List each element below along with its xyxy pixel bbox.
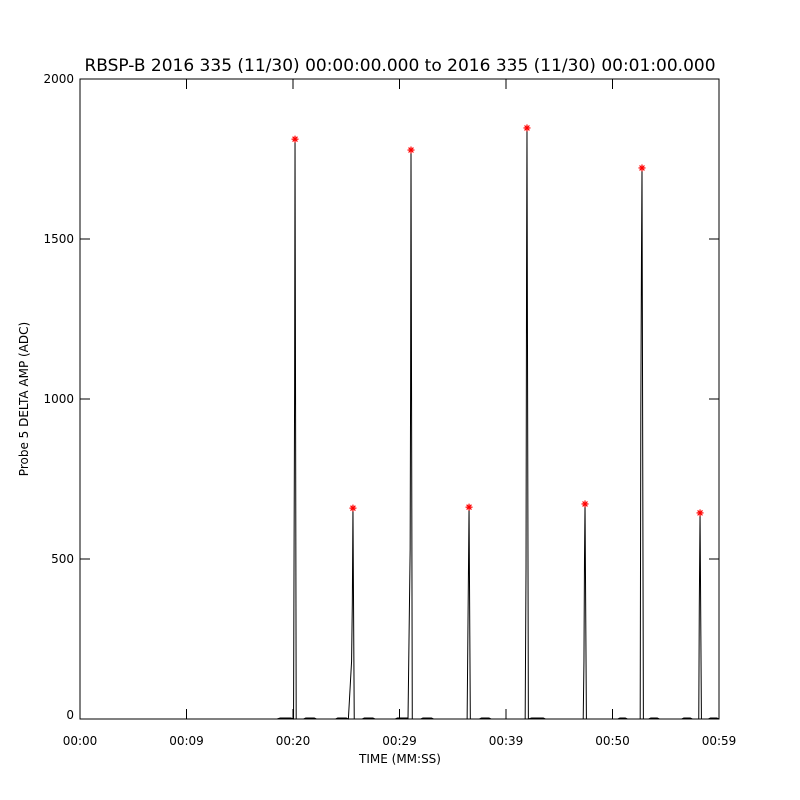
- y-axis-label: Probe 5 DELTA AMP (ADC): [17, 322, 31, 476]
- x-tick-label: 00:59: [702, 734, 737, 748]
- marker-stroke: [292, 136, 298, 143]
- peak-marker: [291, 135, 299, 143]
- y-tick-label: 2000: [43, 72, 74, 86]
- x-tick-label: 00:39: [489, 734, 524, 748]
- marker-stroke: [408, 147, 414, 153]
- marker-stroke: [697, 510, 703, 516]
- y-tick-label: 1500: [43, 232, 74, 246]
- marker-stroke: [466, 504, 472, 511]
- peak-marker: [638, 164, 646, 172]
- x-axis-label: TIME (MM:SS): [358, 752, 441, 766]
- peak-marker: [465, 503, 473, 511]
- marker-stroke: [639, 165, 645, 171]
- marker-stroke: [582, 501, 588, 507]
- marker-stroke: [524, 125, 530, 131]
- peak-marker: [349, 504, 357, 512]
- peak-marker: [523, 124, 531, 132]
- x-tick-label: 00:29: [382, 734, 417, 748]
- data-line: [80, 127, 720, 720]
- marker-stroke: [350, 505, 356, 511]
- x-tick-label: 00:00: [63, 734, 98, 748]
- chart-title: RBSP-B 2016 335 (11/30) 00:00:00.000 to …: [84, 56, 715, 76]
- y-tick-label: 500: [51, 552, 74, 566]
- peak-marker: [581, 500, 589, 508]
- peak-marker: [696, 509, 704, 517]
- x-tick-label: 00:50: [595, 734, 630, 748]
- y-tick-label: 1000: [43, 392, 74, 406]
- x-tick-label: 00:09: [169, 734, 204, 748]
- y-tick-label: 0: [66, 708, 74, 722]
- x-tick-label: 00:20: [276, 734, 311, 748]
- peak-marker: [407, 146, 415, 154]
